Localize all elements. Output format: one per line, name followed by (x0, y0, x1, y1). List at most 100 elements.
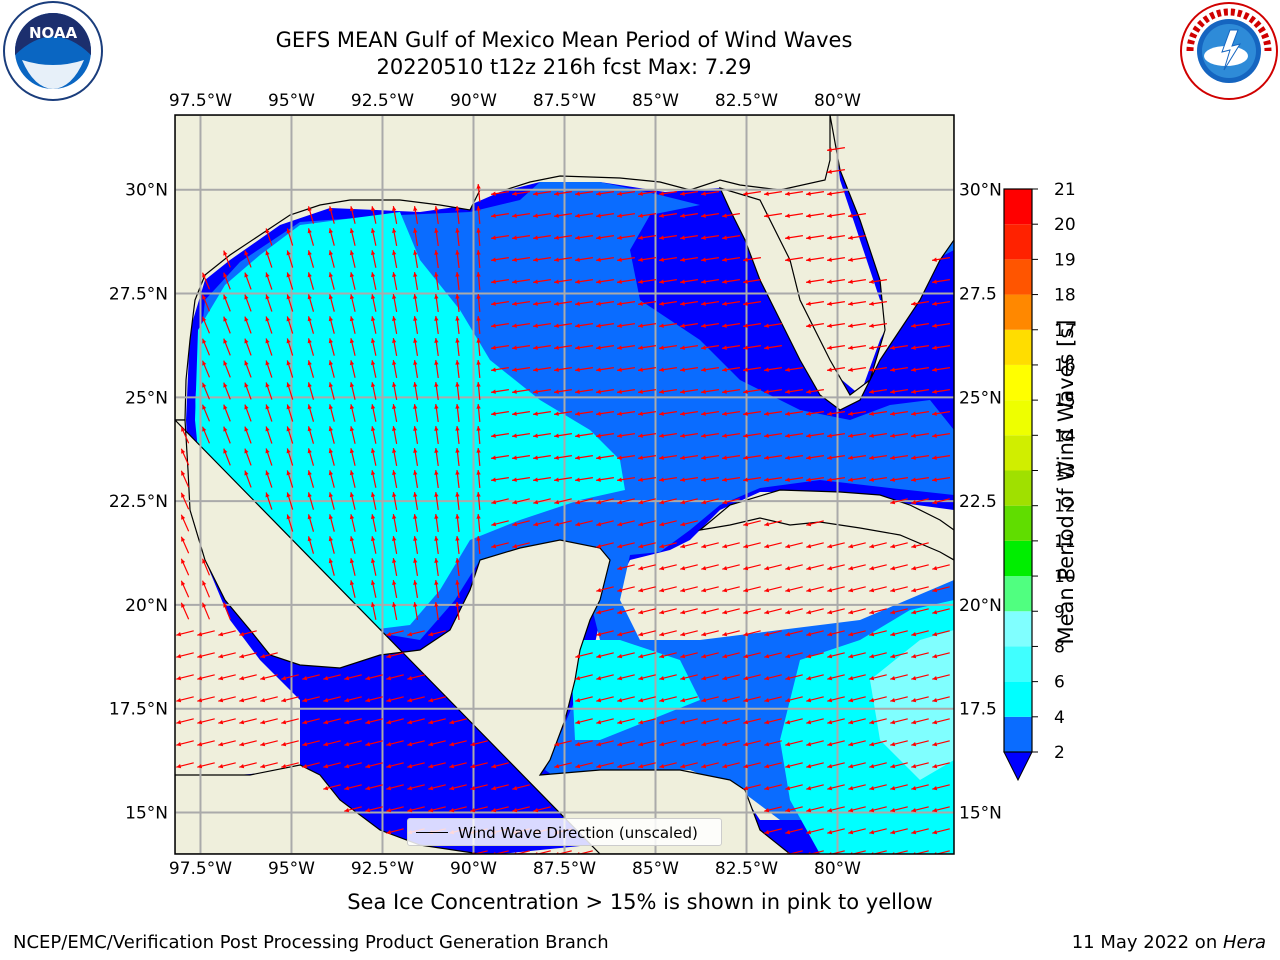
wind-vector-arrow (265, 316, 273, 334)
wind-vector-arrow (176, 674, 194, 681)
wind-vector-arrow (911, 740, 929, 747)
wind-vector-arrow (307, 470, 315, 488)
wind-vector-arrow (328, 360, 335, 378)
wind-vector-arrow (764, 455, 782, 460)
wind-vector-arrow (265, 272, 273, 290)
wind-vector-arrow (323, 718, 341, 725)
wind-vector-arrow (244, 448, 252, 466)
wind-vector-arrow (434, 514, 439, 532)
wind-vector-arrow (575, 367, 593, 372)
wind-vector-arrow (281, 762, 299, 769)
wind-vector-arrow (722, 608, 740, 615)
wind-vector-arrow (370, 536, 377, 554)
wind-vector-arrow (286, 294, 294, 312)
wind-vector-arrow (932, 784, 950, 791)
wind-vector-arrow (286, 404, 294, 422)
wind-vector-arrow (596, 498, 614, 505)
wind-vector-arrow (785, 235, 803, 240)
wind-vector-arrow (827, 564, 845, 571)
lon-tick-label-bottom: 97.5°W (169, 859, 232, 879)
wind-vector-arrow (890, 455, 908, 460)
wind-vector-arrow (286, 426, 294, 444)
wind-vector-arrow (911, 762, 929, 769)
wind-vector-arrow (722, 542, 740, 549)
wind-vector-arrow (413, 558, 419, 576)
wind-vector-arrow (785, 564, 803, 571)
wind-vector-arrow (722, 279, 740, 284)
lon-tick-label-bottom: 82.5°W (715, 859, 778, 879)
wind-vector-arrow (617, 740, 635, 747)
wind-vector-arrow (575, 279, 593, 284)
wind-vector-arrow (218, 630, 236, 637)
wind-vector-arrow (491, 323, 509, 328)
wind-vector-arrow (197, 762, 215, 769)
wind-vector-arrow (260, 652, 278, 659)
wind-vector-arrow (722, 564, 740, 571)
wind-vector-arrow (434, 316, 439, 334)
wind-vector-arrow (349, 492, 356, 510)
wind-vector-arrow (533, 279, 551, 284)
wind-vector-arrow (764, 740, 782, 747)
wind-vector-arrow (827, 586, 845, 593)
wind-vector-arrow (260, 696, 278, 703)
wind-vector-arrow (407, 740, 425, 747)
wind-vector-arrow (701, 608, 719, 615)
wind-vector-arrow (434, 558, 439, 576)
wind-vector-arrow (806, 301, 824, 306)
wind-vector-arrow (349, 580, 356, 598)
wind-vector-arrow (869, 696, 887, 703)
wind-vector-arrow (890, 630, 908, 637)
wind-vector-arrow (638, 257, 656, 262)
wind-vector-arrow (413, 470, 419, 488)
map-frame (174, 114, 955, 855)
wind-vector-arrow (617, 542, 635, 549)
wind-vector-arrow (392, 580, 398, 598)
chart-subtitle: 20220510 t12z 216h fcst Max: 7.29 (376, 55, 752, 79)
wind-vector-arrow (659, 455, 677, 460)
wind-vector-arrow (659, 630, 677, 637)
wind-vector-arrow (827, 652, 845, 659)
lon-tick-label-top: 85°W (632, 91, 679, 111)
colorbar-tick-label: 16 (1054, 356, 1076, 376)
wind-vector-arrow (743, 477, 761, 482)
nws-logo-icon (1180, 2, 1278, 100)
wind-vector-arrow (349, 206, 356, 224)
wind-vector-arrow (575, 520, 593, 527)
wind-vector-arrow (743, 455, 761, 460)
wind-vector-arrow (869, 586, 887, 593)
colorbar-tick-label: 20 (1054, 215, 1076, 235)
wind-vector-arrow (827, 433, 845, 438)
lon-tick-label-top: 82.5°W (715, 91, 778, 111)
wind-vector-arrow (370, 492, 377, 510)
wind-vector-arrow (680, 630, 698, 637)
wind-vector-arrow (806, 455, 824, 460)
wind-vector-arrow (722, 477, 740, 482)
wind-vector-arrow (680, 455, 698, 460)
wind-vector-arrow (554, 520, 572, 527)
wind-vector-arrow (428, 762, 446, 769)
wind-vector-arrow (413, 316, 419, 334)
wind-vector-arrow (286, 338, 294, 356)
wind-vector-arrow (596, 389, 614, 394)
wind-vector-arrow (596, 411, 614, 416)
wind-vector-arrow (392, 294, 398, 312)
wind-vector-arrow (722, 630, 740, 637)
wind-vector-arrow (554, 762, 572, 769)
wind-vector-arrow (701, 257, 719, 262)
wind-vector-arrow (617, 586, 635, 593)
wind-vector-arrow (386, 740, 404, 747)
wind-vector-arrow (476, 293, 481, 313)
lat-tick-label-left: 20°N (125, 596, 168, 616)
wind-vector-arrow (328, 228, 335, 246)
wind-vector-arrow (201, 426, 211, 444)
wind-vector-arrow (491, 191, 509, 196)
wind-vector-arrow (827, 828, 845, 835)
wind-vector-arrow (554, 477, 572, 482)
wind-vector-arrow (434, 602, 439, 620)
wind-vector-arrow (722, 345, 740, 350)
wind-vector-arrow (512, 323, 530, 328)
wind-vector-arrow (307, 250, 315, 268)
wind-vector-arrow (286, 382, 294, 400)
wind-vector-arrow (932, 389, 950, 394)
wind-vector-arrow (365, 784, 383, 791)
